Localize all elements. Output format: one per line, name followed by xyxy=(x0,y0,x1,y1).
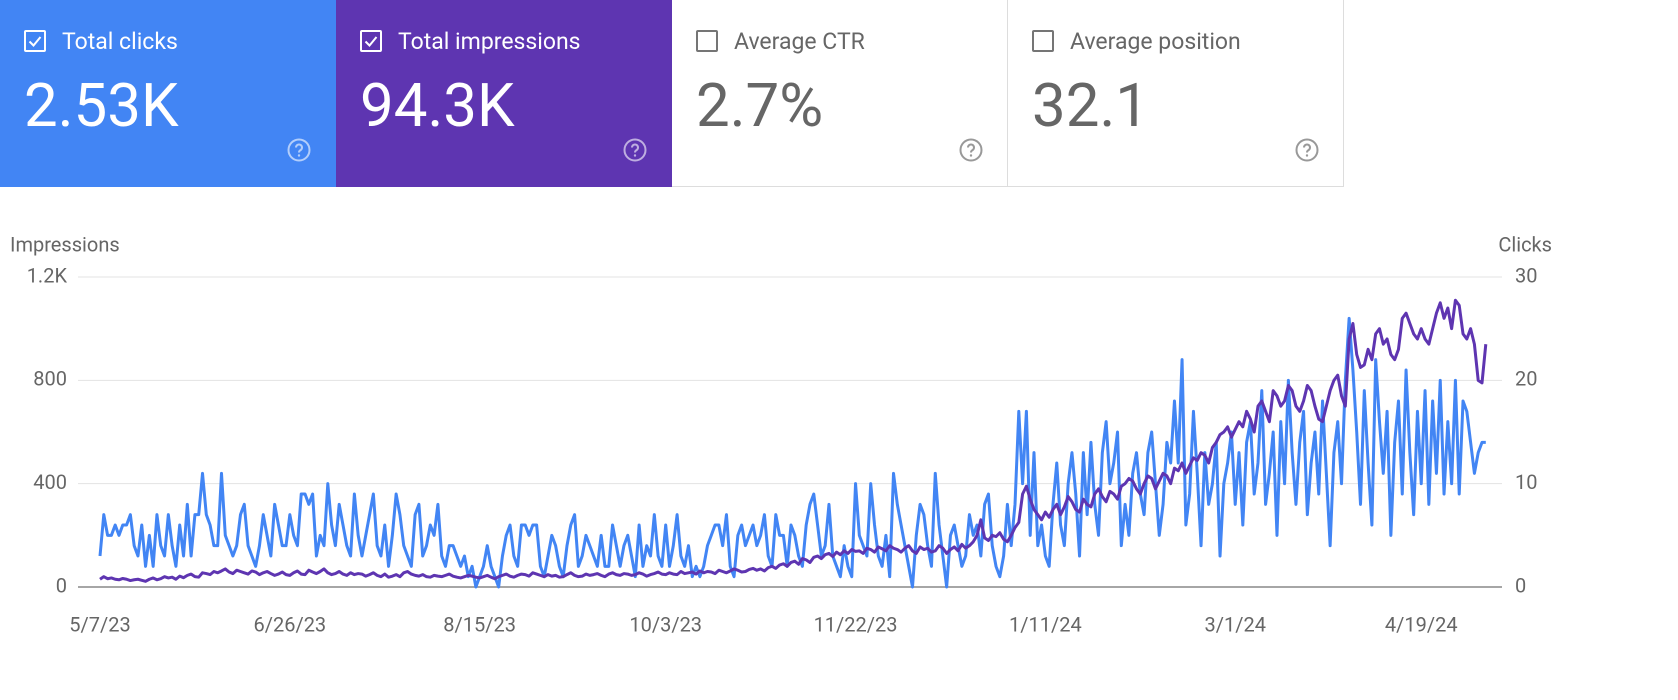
x-tick-label: 1/11/24 xyxy=(1009,612,1082,636)
checkbox[interactable] xyxy=(24,30,46,52)
metric-value: 2.7% xyxy=(696,70,824,141)
metric-value: 2.53K xyxy=(24,70,179,141)
metric-cards: Total clicks 2.53K Total impressions 94.… xyxy=(0,0,1344,187)
x-tick-label: 10/3/23 xyxy=(629,612,702,636)
metric-card[interactable]: Average CTR 2.7% xyxy=(672,0,1008,187)
y-tick-label: 0 xyxy=(56,573,67,597)
metric-label: Average position xyxy=(1070,28,1241,55)
y-axis-title: Impressions xyxy=(10,232,120,256)
help-icon[interactable] xyxy=(1295,138,1319,162)
help-icon[interactable] xyxy=(287,138,311,162)
help-icon[interactable] xyxy=(623,138,647,162)
x-tick-label: 8/15/23 xyxy=(443,612,516,636)
y-tick-label: 400 xyxy=(33,470,67,494)
metric-label: Total impressions xyxy=(398,28,581,55)
x-tick-label: 6/26/23 xyxy=(253,612,326,636)
metric-value: 32.1 xyxy=(1032,70,1149,141)
metric-label: Average CTR xyxy=(734,28,865,55)
x-tick-label: 5/7/23 xyxy=(69,612,130,636)
help-icon[interactable] xyxy=(959,138,983,162)
y2-tick-label: 10 xyxy=(1515,470,1537,494)
checkbox[interactable] xyxy=(360,30,382,52)
series-line xyxy=(98,316,1486,589)
y-tick-label: 1.2K xyxy=(27,263,68,287)
metric-value: 94.3K xyxy=(360,70,515,141)
checkbox[interactable] xyxy=(1032,30,1054,52)
x-tick-label: 11/22/23 xyxy=(814,612,898,636)
y2-tick-label: 30 xyxy=(1515,263,1537,287)
checkbox[interactable] xyxy=(696,30,718,52)
y2-axis-title: Clicks xyxy=(1498,232,1552,256)
y2-tick-label: 0 xyxy=(1515,573,1526,597)
y2-tick-label: 20 xyxy=(1515,367,1537,391)
metric-card[interactable]: Total clicks 2.53K xyxy=(0,0,336,187)
x-tick-label: 3/1/24 xyxy=(1204,612,1265,636)
metric-label: Total clicks xyxy=(62,28,178,55)
series-line xyxy=(99,298,1488,583)
x-tick-label: 4/19/24 xyxy=(1385,612,1458,636)
metric-card[interactable]: Average position 32.1 xyxy=(1008,0,1344,187)
metric-card[interactable]: Total impressions 94.3K xyxy=(336,0,672,187)
y-tick-label: 800 xyxy=(33,367,67,391)
